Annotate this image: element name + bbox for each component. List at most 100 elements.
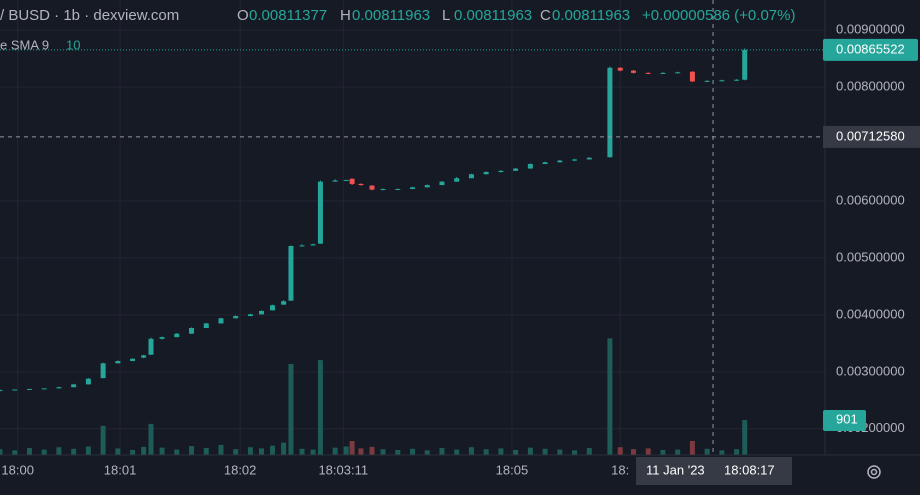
volume-bar [115,448,121,455]
candle-body [704,80,710,82]
y-tick-label: 0.00500000 [836,249,905,264]
volume-bar [645,448,651,455]
x-tick-label: 18:01 [104,462,137,477]
volume-bar [498,448,504,455]
x-tick-label: 18:05 [496,462,529,477]
crosshair-date-label: 11 Jan '23 [646,462,705,477]
ohlc-key: H [340,7,351,24]
crosshair-time-box [636,457,793,485]
volume-bar [513,449,519,455]
ohlc-value: 0.00811963 [552,7,630,24]
candle-body [675,72,681,74]
candle-body [439,181,445,186]
candle-body [689,71,695,82]
gear-hub[interactable] [870,468,878,476]
volume-bar [189,446,195,455]
volume-bar [247,447,253,455]
indicator-value: 10 [66,37,80,52]
volume-bar [395,449,401,455]
candle-body [630,70,636,73]
candle-body [719,80,725,82]
candle-body [513,168,519,171]
candle-body [130,358,136,362]
change: +0.00000586 (+0.07%) [642,7,795,24]
candle-body [483,171,489,175]
volume-bar [424,450,430,455]
candle-body [41,388,47,390]
settings-icon[interactable] [867,465,881,479]
candle-body [247,314,253,317]
candle-body [12,389,18,391]
volume-bar [26,448,32,455]
candle-body [189,328,195,334]
volume-bar [527,447,533,455]
volume-bar [439,448,445,455]
candle-body [380,189,386,191]
candle-body [734,79,740,81]
candle-body [424,185,430,188]
candle-body [258,310,264,315]
candle-body [159,337,165,339]
indicator-name: e SMA 9 [0,37,49,52]
candle-body [742,49,748,80]
gear[interactable] [867,465,881,479]
volume-bar [675,449,681,455]
volume-bar [100,425,106,455]
candle-body [369,185,375,190]
x-tick-label: 18:02 [224,462,257,477]
candle-body [557,160,563,163]
volume-bar [41,449,47,455]
volume-bar [141,446,147,455]
volume-bar [734,449,740,455]
candle-body [607,67,613,158]
volume-bar [410,448,415,455]
volume-bar [174,449,180,455]
x-tick-label: 18:00 [1,462,34,477]
y-tick-label: 0.00900000 [836,22,905,37]
volume-bar [454,449,460,455]
volume-bar [742,419,748,455]
volume-bar [542,448,548,455]
volume-bar [0,449,3,455]
candle-body [85,378,91,385]
candle-body [56,387,62,389]
candle-body [218,318,224,324]
volume-bar [270,445,276,455]
volume-bar [380,449,386,455]
crosshair-time-label: 18:08:17 [724,462,775,477]
volume-bar [483,449,489,455]
candle-body [26,388,32,390]
y-tick-label: 0.00800000 [836,79,905,94]
volume-bar [310,449,316,455]
ohlc-key: C [540,7,551,24]
volume-bar [85,446,91,455]
last-price-box [823,38,918,61]
candle-body [645,72,651,74]
volume-bar [689,441,695,455]
candle-body [310,244,316,246]
ohlc-value: 0.00811963 [454,7,532,24]
volume-bar [332,447,338,455]
x-tick-label: 18:03:11 [318,462,368,477]
candle-body [572,159,578,161]
volume-bar [12,450,18,455]
candle-body [141,355,147,358]
volume-bar [299,448,305,455]
candle-body [542,162,548,165]
chart-title: / BUSD · 1b · dexview.com [0,7,179,24]
candle-body [586,157,592,160]
volume-bar [258,448,264,455]
volume-bar [358,448,364,455]
volume-bar [617,447,623,455]
candle-body [349,178,355,184]
volume-bar [369,446,375,455]
volume-bar [660,449,666,455]
candle-body [498,170,504,172]
volume-bar [148,423,154,455]
volume-bar [704,448,710,455]
volume-bar [586,448,592,455]
candle-body [174,333,180,338]
candle-body [148,338,154,355]
volume-bar [719,450,725,455]
volume-bar [71,448,77,455]
